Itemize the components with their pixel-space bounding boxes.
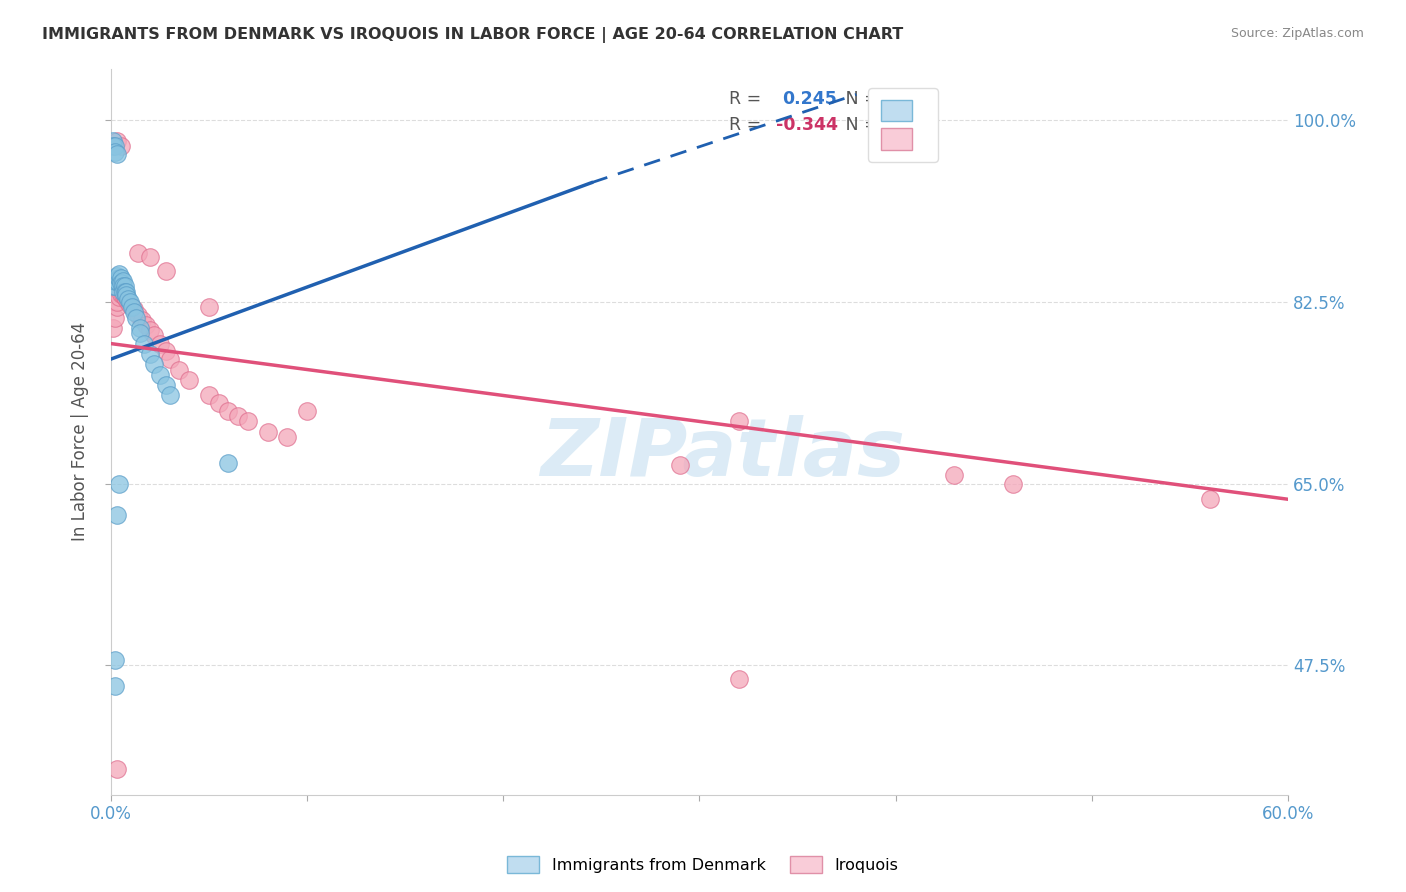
Point — [117, 292, 139, 306]
Point — [943, 468, 966, 483]
Point — [104, 279, 127, 293]
Text: Source: ZipAtlas.com: Source: ZipAtlas.com — [1230, 27, 1364, 40]
Text: N =: N = — [830, 116, 884, 134]
Point — [105, 146, 128, 161]
Point — [236, 414, 259, 428]
Point — [226, 409, 249, 424]
Point — [159, 388, 181, 402]
Point — [727, 414, 749, 428]
Point — [198, 300, 221, 314]
Point — [155, 343, 177, 358]
Point — [169, 362, 191, 376]
Point — [149, 336, 172, 351]
Point — [101, 279, 124, 293]
Point — [104, 653, 127, 667]
Point — [104, 139, 127, 153]
Point — [155, 264, 177, 278]
Point — [110, 286, 132, 301]
Point — [105, 269, 128, 284]
Text: 0.245: 0.245 — [782, 90, 837, 108]
Point — [104, 310, 127, 325]
Point — [124, 302, 146, 317]
Point — [139, 347, 162, 361]
Point — [101, 139, 124, 153]
Point — [114, 290, 136, 304]
Text: R =: R = — [728, 90, 772, 108]
Point — [159, 352, 181, 367]
Point — [208, 395, 231, 409]
Point — [107, 271, 129, 285]
Point — [110, 271, 132, 285]
Point — [110, 139, 132, 153]
Point — [139, 323, 162, 337]
Point — [115, 285, 138, 299]
Point — [105, 295, 128, 310]
Point — [129, 321, 152, 335]
Point — [120, 298, 142, 312]
Point — [101, 134, 124, 148]
Point — [131, 312, 153, 326]
Point — [105, 134, 128, 148]
Point — [104, 274, 127, 288]
Point — [107, 476, 129, 491]
Point — [105, 762, 128, 776]
Point — [256, 425, 278, 439]
Point — [107, 267, 129, 281]
Point — [105, 300, 128, 314]
Point — [134, 336, 156, 351]
Point — [135, 318, 157, 332]
Text: IMMIGRANTS FROM DENMARK VS IROQUOIS IN LABOR FORCE | AGE 20-64 CORRELATION CHART: IMMIGRANTS FROM DENMARK VS IROQUOIS IN L… — [42, 27, 904, 43]
Point — [276, 430, 298, 444]
Point — [104, 679, 127, 693]
Text: N =: N = — [830, 90, 884, 108]
Point — [115, 292, 138, 306]
Point — [107, 290, 129, 304]
Point — [110, 277, 132, 291]
Point — [142, 357, 165, 371]
Point — [124, 305, 146, 319]
Point — [155, 378, 177, 392]
Point — [120, 295, 142, 310]
Point — [125, 310, 148, 325]
Point — [111, 274, 134, 288]
Point — [114, 285, 136, 299]
Point — [115, 287, 138, 301]
Point — [111, 285, 134, 299]
Point — [104, 145, 127, 159]
Point — [101, 321, 124, 335]
Point — [179, 373, 201, 387]
Point — [127, 246, 149, 260]
Point — [117, 295, 139, 310]
Text: -0.344: -0.344 — [776, 116, 838, 134]
Point — [114, 279, 136, 293]
Point — [142, 328, 165, 343]
Text: ZIPatlas: ZIPatlas — [540, 415, 905, 492]
Point — [1198, 492, 1220, 507]
Point — [127, 308, 149, 322]
Point — [218, 456, 240, 470]
Point — [129, 326, 152, 341]
Text: 43: 43 — [876, 116, 900, 134]
Text: R =: R = — [728, 116, 766, 134]
Legend: , : , — [869, 88, 938, 161]
Point — [121, 300, 143, 314]
Point — [139, 251, 162, 265]
Point — [105, 508, 128, 522]
Point — [727, 672, 749, 686]
Point — [149, 368, 172, 382]
Point — [295, 404, 318, 418]
Point — [111, 279, 134, 293]
Legend: Immigrants from Denmark, Iroquois: Immigrants from Denmark, Iroquois — [501, 849, 905, 880]
Point — [198, 388, 221, 402]
Point — [218, 404, 240, 418]
Y-axis label: In Labor Force | Age 20-64: In Labor Force | Age 20-64 — [72, 322, 89, 541]
Point — [1002, 476, 1025, 491]
Point — [105, 274, 128, 288]
Point — [111, 287, 134, 301]
Text: 39: 39 — [876, 90, 900, 108]
Point — [668, 458, 690, 472]
